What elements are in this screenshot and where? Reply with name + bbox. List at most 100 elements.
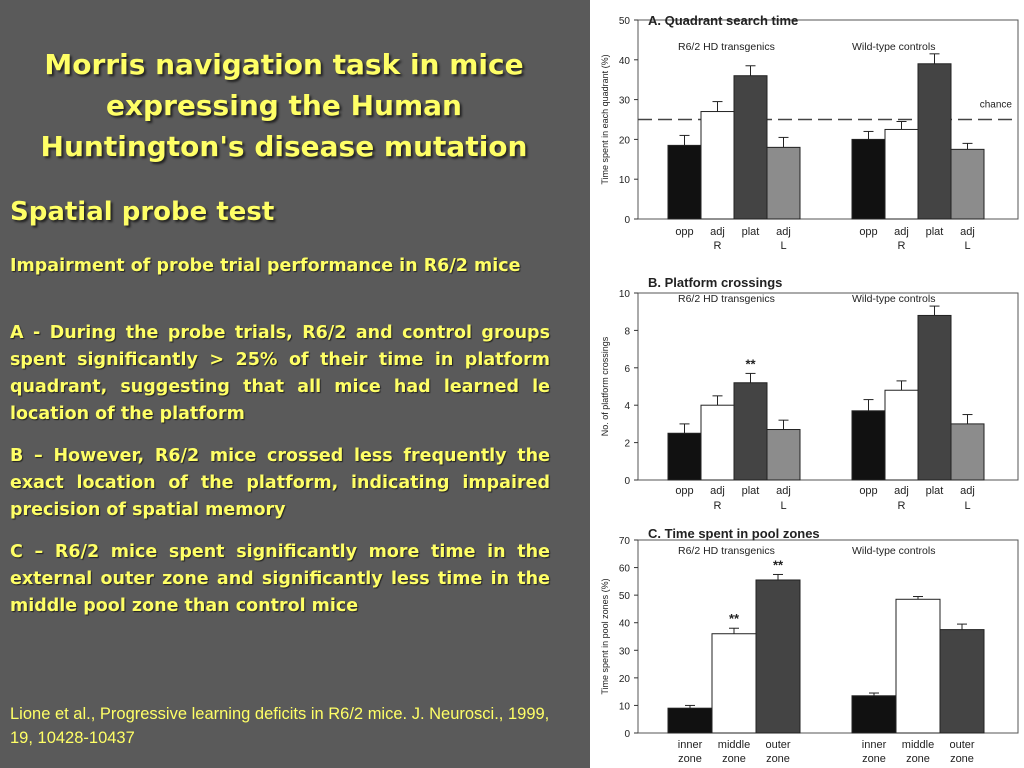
citation: Lione et al., Progressive learning defic… <box>10 705 550 747</box>
bar <box>884 128 919 220</box>
paragraph-c: C – R6/2 mice spent significantly more t… <box>10 542 550 616</box>
x-tick-label: zone <box>950 753 974 765</box>
group-label: Wild-type controls <box>852 545 935 557</box>
x-tick-label: adj <box>710 226 725 238</box>
y-tick-label: 30 <box>619 646 631 657</box>
x-tick-label: L <box>964 240 970 252</box>
chart-title: A. Quadrant search time <box>648 13 798 28</box>
x-tick-label: plat <box>926 485 944 497</box>
bar <box>950 423 985 481</box>
group-label: R6/2 HD transgenics <box>678 41 775 53</box>
chart-panel-c: 0 10 20 30 40 50 60 70 Time spent in pool zones … <box>600 526 1019 765</box>
x-tick-label: zone <box>906 753 930 765</box>
significance-marker: ** <box>773 557 784 572</box>
chart-title: B. Platform crossings <box>648 275 782 290</box>
x-tick-label: adj <box>710 485 725 497</box>
paragraph-b: B – However, R6/2 mice crossed less freq… <box>10 446 550 520</box>
x-tick-label: zone <box>862 753 886 765</box>
bar <box>667 144 702 220</box>
x-tick-label: adj <box>894 485 909 497</box>
y-axis-label: Time spent in each quadrant (%) <box>600 54 610 184</box>
bar <box>667 432 702 481</box>
bar <box>950 148 985 220</box>
x-tick-label: plat <box>742 226 760 238</box>
chart-title: C. Time spent in pool zones <box>648 526 820 541</box>
bar <box>733 75 768 220</box>
x-tick-label: L <box>780 240 786 252</box>
significance-marker: ** <box>729 611 740 626</box>
y-tick-label: 2 <box>624 439 630 450</box>
significance-marker: ** <box>745 356 756 371</box>
x-tick-label: zone <box>678 753 702 765</box>
x-tick-label: opp <box>859 226 877 238</box>
y-tick-label: 0 <box>624 476 630 487</box>
chart-frame <box>637 539 1019 734</box>
x-tick-label: adj <box>776 485 791 497</box>
paragraph-a: A - During the probe trials, R6/2 and co… <box>10 323 550 424</box>
bar <box>851 138 886 220</box>
x-tick-label: middle <box>902 739 934 751</box>
x-tick-label: L <box>780 500 786 512</box>
chart-frame <box>637 292 1019 481</box>
y-axis-label: Time spent in pool zones (%) <box>600 578 610 694</box>
bar <box>700 404 735 481</box>
x-tick-label: zone <box>766 753 790 765</box>
group-label: R6/2 HD transgenics <box>678 545 775 557</box>
y-tick-label: 0 <box>624 215 630 226</box>
x-tick-label: R <box>714 240 722 252</box>
group-label: Wild-type controls <box>852 41 935 53</box>
y-tick-label: 10 <box>619 175 631 186</box>
bar <box>766 146 801 220</box>
x-tick-label: R <box>898 500 906 512</box>
x-tick-label: opp <box>859 485 877 497</box>
bar <box>939 629 985 734</box>
figure-panel: 0 10 20 30 40 50 Time spent in each quadrant (… <box>590 0 1024 768</box>
x-tick-label: L <box>964 500 970 512</box>
x-tick-label: middle <box>718 739 750 751</box>
bar <box>700 111 735 220</box>
x-tick-label: adj <box>960 226 975 238</box>
y-tick-label: 30 <box>619 96 631 107</box>
y-tick-label: 4 <box>624 401 630 412</box>
y-tick-label: 6 <box>624 364 630 375</box>
bar <box>766 429 801 481</box>
x-tick-label: adj <box>894 226 909 238</box>
y-tick-label: 10 <box>619 701 631 712</box>
y-tick-label: 40 <box>619 619 631 630</box>
bar <box>851 695 897 734</box>
bar <box>884 389 919 481</box>
x-tick-label: opp <box>675 226 693 238</box>
bar <box>667 707 713 734</box>
x-tick-label: adj <box>776 226 791 238</box>
chart-panel-a: 0 10 20 30 40 50 Time spent in each quadrant (… <box>600 13 1019 252</box>
y-tick-label: 40 <box>619 56 631 67</box>
bar <box>711 633 757 734</box>
bar <box>733 382 768 481</box>
y-tick-label: 8 <box>624 326 630 337</box>
chance-label: chance <box>980 100 1013 111</box>
x-tick-label: opp <box>675 485 693 497</box>
y-tick-label: 50 <box>619 16 631 27</box>
y-tick-label: 50 <box>619 591 631 602</box>
x-tick-label: R <box>898 240 906 252</box>
bar <box>917 314 952 481</box>
x-tick-label: inner <box>678 739 703 751</box>
slide-title: Morris navigation task in mice expressin… <box>40 48 528 163</box>
chart-panel-b: 0 2 4 6 8 10 No. of platform crossings B. Platf… <box>600 275 1019 512</box>
text-panel: Morris navigation task in mice expressin… <box>10 48 550 747</box>
slide-subtitle: Spatial probe test <box>10 197 275 227</box>
y-tick-label: 0 <box>624 729 630 740</box>
bar <box>851 410 886 481</box>
y-tick-label: 70 <box>619 536 631 547</box>
x-tick-label: zone <box>722 753 746 765</box>
y-tick-label: 20 <box>619 135 631 146</box>
bar <box>917 63 952 220</box>
y-tick-label: 60 <box>619 564 631 575</box>
y-axis-label: No. of platform crossings <box>600 336 610 436</box>
x-tick-label: inner <box>862 739 887 751</box>
x-tick-label: plat <box>926 226 944 238</box>
y-tick-label: 10 <box>619 289 631 300</box>
x-tick-label: adj <box>960 485 975 497</box>
x-tick-label: R <box>714 500 722 512</box>
